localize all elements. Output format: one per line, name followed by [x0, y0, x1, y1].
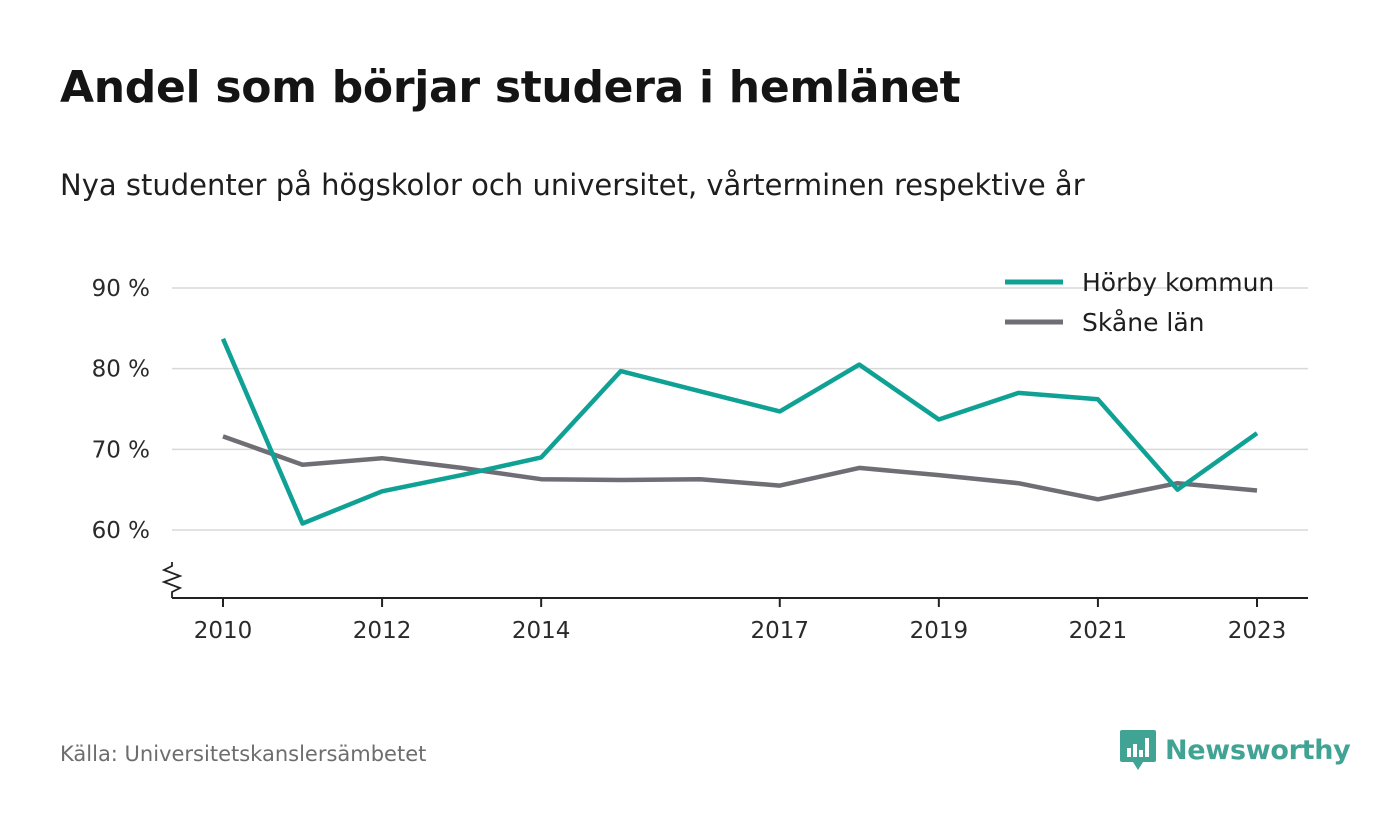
- y-tick-label: 60 %: [92, 518, 150, 544]
- x-tick-label: 2019: [910, 618, 969, 644]
- source-note: Källa: Universitetskanslersämbetet: [60, 742, 427, 766]
- legend-label: Skåne län: [1082, 308, 1205, 337]
- legend: Hörby kommun Skåne län: [1005, 268, 1274, 337]
- gridlines: [172, 287, 1308, 531]
- x-tick-label: 2012: [353, 618, 412, 644]
- y-tick-label: 80 %: [92, 357, 150, 383]
- x-tick-label: 2023: [1228, 618, 1287, 644]
- chart-title: Andel som börjar studera i hemlänet: [60, 62, 961, 113]
- y-tick-label: 70 %: [92, 437, 150, 463]
- y-tick-label: 90 %: [92, 276, 150, 302]
- chart-subtitle: Nya studenter på högskolor och universit…: [60, 168, 1085, 202]
- x-tick-label: 2014: [512, 618, 571, 644]
- y-axis-break: [161, 562, 183, 598]
- x-tick-label: 2017: [750, 618, 809, 644]
- brand-logo[interactable]: Newsworthy: [1119, 728, 1351, 772]
- series-line-hörby-kommun: [220, 337, 1259, 526]
- series-lines: [220, 337, 1259, 526]
- legend-label: Hörby kommun: [1082, 268, 1274, 297]
- axes: 60 % 70 % 80 % 90 % 2010 2012 2014 2017 2019 2021…: [92, 276, 1308, 644]
- newsworthy-logo-icon: [1120, 730, 1156, 770]
- brand-name: Newsworthy: [1165, 734, 1351, 766]
- x-tick-label: 2021: [1069, 618, 1128, 644]
- x-tick-label: 2010: [194, 618, 253, 644]
- series-line-skåne-län: [222, 434, 1258, 502]
